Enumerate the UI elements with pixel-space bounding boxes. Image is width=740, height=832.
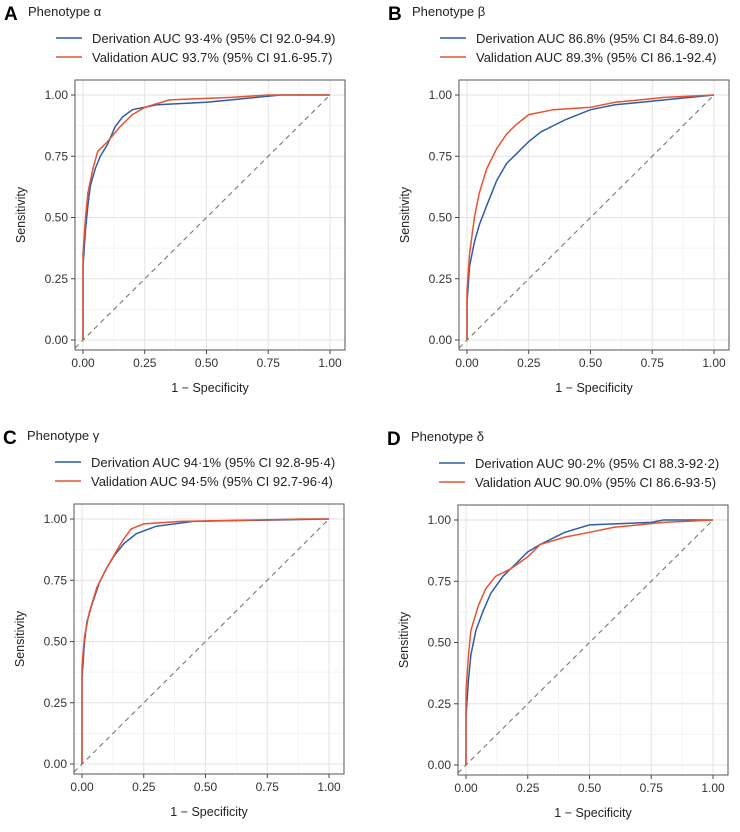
x-tick-label: 0.75 xyxy=(640,781,664,795)
legend-label: Derivation AUC 93·4% (95% CI 92.0-94.9) xyxy=(92,31,336,46)
x-axis-label: 1 − Specificity xyxy=(170,805,248,819)
panel-title: Phenotype δ xyxy=(411,429,484,444)
y-tick-label: 0.75 xyxy=(44,573,68,587)
y-axis-label: Sensitivity xyxy=(398,186,412,243)
panel-letter: B xyxy=(388,4,402,25)
x-tick-label: 0.25 xyxy=(132,780,156,794)
x-tick-label: 0.50 xyxy=(194,780,218,794)
x-tick-label: 0.00 xyxy=(71,356,95,370)
panel-letter: A xyxy=(4,4,18,25)
y-tick-label: 0.00 xyxy=(44,757,68,771)
y-tick-label: 0.00 xyxy=(429,333,453,347)
y-tick-label: 1.00 xyxy=(45,88,69,102)
x-tick-label: 0.25 xyxy=(516,781,540,795)
legend-label: Derivation AUC 90·2% (95% CI 88.3-92·2) xyxy=(475,456,719,471)
x-tick-label: 0.50 xyxy=(578,781,602,795)
x-tick-label: 0.75 xyxy=(256,780,280,794)
legend-label: Validation AUC 89.3% (95% CI 86.1-92.4) xyxy=(476,50,716,65)
legend-label: Derivation AUC 86.8% (95% CI 84.6-89.0) xyxy=(476,31,719,46)
plot-border xyxy=(458,79,730,351)
y-tick-label: 1.00 xyxy=(429,88,453,102)
validation-curve xyxy=(465,519,714,765)
validation-curve xyxy=(81,518,329,764)
y-tick-label: 0.50 xyxy=(429,211,453,225)
x-tick-label: 0.75 xyxy=(641,356,665,370)
validation-curve xyxy=(466,94,715,340)
x-axis-label: 1 − Specificity xyxy=(554,806,632,820)
y-tick-label: 0.25 xyxy=(45,272,69,286)
panel-b: B Phenotype β Derivation AUC 86.8% (95% CI… xyxy=(388,4,730,395)
panel-title: Phenotype γ xyxy=(27,428,100,443)
reference-diagonal xyxy=(73,518,330,773)
y-tick-label: 0.75 xyxy=(429,149,453,163)
reference-diagonal xyxy=(457,519,714,774)
y-tick-label: 0.00 xyxy=(45,333,69,347)
y-axis-label: Sensitivity xyxy=(397,611,411,668)
x-tick-label: 0.00 xyxy=(455,356,479,370)
x-tick-label: 1.00 xyxy=(318,356,342,370)
legend-label: Validation AUC 90.0% (95% CI 86.6-93·5) xyxy=(475,475,716,490)
x-tick-label: 1.00 xyxy=(317,780,341,794)
x-tick-label: 0.00 xyxy=(454,781,478,795)
x-tick-label: 0.00 xyxy=(70,780,94,794)
y-axis-label: Sensitivity xyxy=(13,610,27,667)
legend-label: Validation AUC 94·5% (95% CI 92.7-96·4) xyxy=(91,474,333,489)
y-tick-label: 0.25 xyxy=(428,697,452,711)
x-tick-label: 0.50 xyxy=(195,356,219,370)
y-tick-label: 0.50 xyxy=(428,636,452,650)
x-tick-label: 1.00 xyxy=(701,781,725,795)
derivation-curve xyxy=(82,94,330,340)
x-tick-label: 0.50 xyxy=(579,356,603,370)
derivation-curve xyxy=(466,94,715,340)
legend-label: Validation AUC 93.7% (95% CI 91.6-95.7) xyxy=(92,50,332,65)
validation-curve xyxy=(82,94,330,340)
y-axis-label: Sensitivity xyxy=(14,186,28,243)
y-tick-label: 1.00 xyxy=(428,513,452,527)
y-tick-label: 0.25 xyxy=(44,696,68,710)
y-tick-label: 0.75 xyxy=(428,574,452,588)
y-tick-label: 0.00 xyxy=(428,758,452,772)
plot-border xyxy=(73,503,345,775)
panel-c: C Phenotype γ Derivation AUC 94·1% (95% CI… xyxy=(3,428,345,819)
x-tick-label: 0.25 xyxy=(133,356,157,370)
panel-letter: D xyxy=(387,429,401,450)
panel-letter: C xyxy=(3,428,17,449)
panel-title: Phenotype β xyxy=(412,4,485,19)
y-tick-label: 0.75 xyxy=(45,149,69,163)
y-tick-label: 0.50 xyxy=(45,211,69,225)
panel-title: Phenotype α xyxy=(28,4,102,19)
x-tick-label: 1.00 xyxy=(702,356,726,370)
y-tick-label: 1.00 xyxy=(44,512,68,526)
plot-border xyxy=(74,79,346,351)
legend-label: Derivation AUC 94·1% (95% CI 92.8-95·4) xyxy=(91,455,335,470)
x-axis-label: 1 − Specificity xyxy=(555,381,633,395)
reference-diagonal xyxy=(458,94,715,349)
x-tick-label: 0.25 xyxy=(517,356,541,370)
y-tick-label: 0.25 xyxy=(429,272,453,286)
reference-diagonal xyxy=(74,94,331,349)
y-tick-label: 0.50 xyxy=(44,635,68,649)
panel-d: D Phenotype δ Derivation AUC 90·2% (95% CI… xyxy=(387,429,729,820)
panel-a: A Phenotype α Derivation AUC 93·4% (95% CI… xyxy=(4,4,346,395)
plot-border xyxy=(457,504,729,776)
x-tick-label: 0.75 xyxy=(257,356,281,370)
x-axis-label: 1 − Specificity xyxy=(171,381,249,395)
